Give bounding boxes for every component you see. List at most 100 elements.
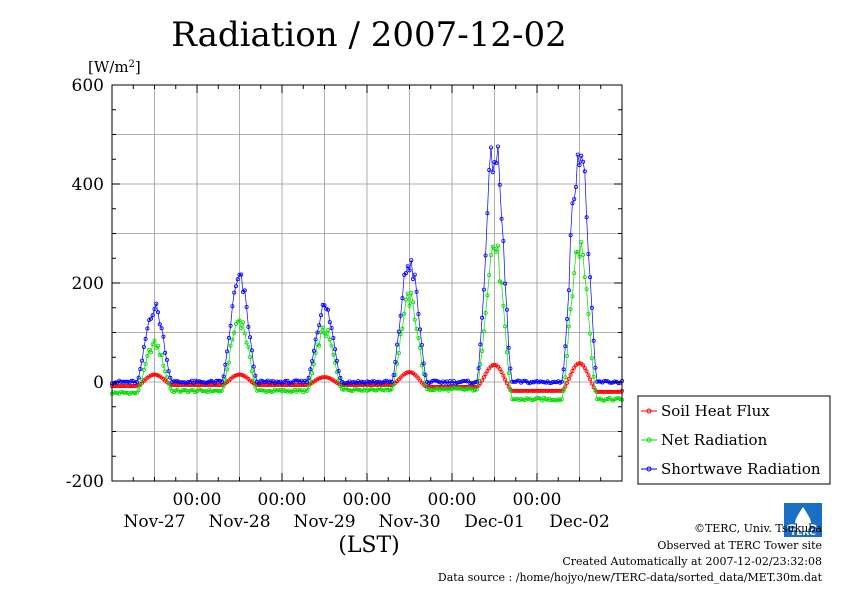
data-point (526, 380, 531, 385)
data-point (572, 365, 577, 370)
data-point (472, 380, 477, 385)
data-point (331, 335, 336, 340)
data-point (538, 379, 543, 384)
data-point (228, 323, 233, 328)
data-point (310, 371, 315, 376)
data-point (159, 352, 164, 357)
data-point (228, 343, 233, 348)
x-tick-time-label: 00:00 (343, 490, 392, 510)
data-point (269, 389, 274, 394)
data-point (320, 302, 325, 307)
data-point (542, 380, 547, 385)
data-point (340, 387, 345, 392)
data-point (425, 387, 430, 392)
data-point (488, 253, 493, 258)
data-point (251, 364, 256, 369)
data-point (575, 152, 580, 157)
data-point (212, 388, 217, 393)
data-point (568, 372, 573, 377)
data-point (136, 388, 141, 393)
data-point (216, 378, 221, 383)
legend-label: Net Radiation (661, 431, 768, 449)
data-point (586, 373, 591, 378)
data-point (396, 329, 401, 334)
data-point (338, 384, 343, 389)
data-point (481, 287, 486, 292)
data-point (364, 388, 369, 393)
data-point (302, 388, 307, 393)
data-point (189, 387, 194, 392)
data-point (246, 324, 251, 329)
data-point (418, 345, 423, 350)
data-point (488, 145, 493, 150)
data-point (550, 398, 555, 403)
data-point (380, 388, 385, 393)
data-point (221, 384, 226, 389)
data-point (115, 390, 120, 395)
data-point (400, 296, 405, 301)
data-point (582, 169, 587, 174)
data-point (508, 366, 513, 371)
data-point (175, 382, 180, 387)
data-point (457, 380, 462, 385)
data-point (141, 367, 146, 372)
y-tick-label: 400 (72, 175, 104, 195)
data-point (173, 379, 178, 384)
data-point (325, 375, 330, 380)
data-point (497, 366, 502, 371)
data-point (265, 388, 270, 393)
data-point (318, 313, 323, 318)
data-point (154, 301, 159, 306)
data-point (495, 144, 500, 149)
data-point (205, 390, 210, 395)
data-point (333, 347, 338, 352)
data-point (237, 318, 242, 323)
data-point (256, 381, 261, 386)
data-point (157, 352, 162, 357)
data-point (586, 311, 591, 316)
data-point (382, 379, 387, 384)
data-point (212, 382, 217, 387)
data-point (591, 338, 596, 343)
data-point (604, 378, 609, 383)
data-point (588, 275, 593, 280)
data-point (350, 379, 355, 384)
data-point (588, 377, 593, 382)
data-point (467, 386, 472, 391)
chart-title: Radiation / 2007-12-02 (171, 15, 567, 55)
data-point (391, 373, 396, 378)
data-point (320, 325, 325, 330)
data-point (244, 340, 249, 345)
data-point (437, 380, 442, 385)
data-point (474, 379, 479, 384)
data-point (311, 348, 316, 353)
data-point (593, 365, 598, 370)
data-point (163, 369, 168, 374)
data-point (552, 397, 557, 402)
legend-swatch-marker (646, 408, 652, 414)
data-point (233, 284, 238, 289)
data-point (324, 333, 329, 338)
data-point (566, 324, 571, 329)
data-point (232, 290, 237, 295)
data-point (495, 243, 500, 248)
y-tick-label: 200 (72, 274, 104, 294)
data-point (405, 264, 410, 269)
data-point (223, 378, 228, 383)
data-point (604, 397, 609, 402)
data-point (575, 249, 580, 254)
data-point (595, 379, 600, 384)
data-point (476, 366, 481, 371)
data-point (589, 355, 594, 360)
data-point (322, 303, 327, 308)
series-net-radiation (110, 240, 625, 403)
data-point (485, 211, 490, 216)
data-point (570, 294, 575, 299)
data-point (235, 277, 240, 282)
y-tick-label: -200 (66, 472, 104, 492)
data-point (136, 375, 141, 380)
data-point (563, 375, 568, 380)
data-point (393, 359, 398, 364)
footer-source: Data source : /home/hojyo/new/TERC-data/… (438, 571, 823, 584)
